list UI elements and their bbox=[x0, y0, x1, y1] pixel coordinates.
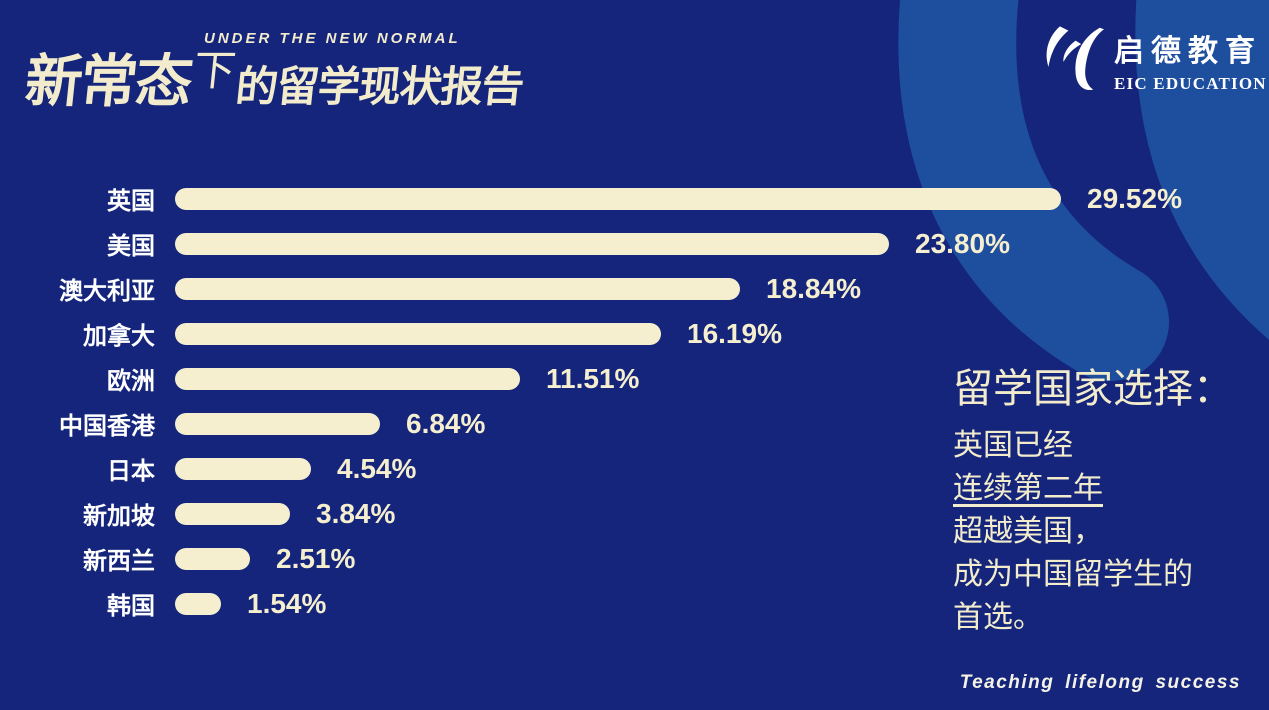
value-label: 6.84% bbox=[406, 407, 486, 439]
bar bbox=[175, 277, 740, 300]
annotation-line: 连续第二年 bbox=[953, 472, 1103, 505]
value-label: 18.84% bbox=[766, 272, 861, 304]
report-subtitle-en: UNDER THE NEW NORMAL bbox=[204, 30, 461, 47]
value-label: 1.54% bbox=[247, 587, 327, 619]
bar-chart: 英国 29.52% 美国 23.80% 澳大利亚 18.84% 加拿大 16.19% 欧洲 11.… bbox=[40, 176, 1182, 626]
value-label: 29.52% bbox=[1087, 182, 1182, 214]
annotation-line: 超越美国， bbox=[953, 515, 1103, 548]
value-label: 16.19% bbox=[687, 317, 782, 349]
category-label: 日本 bbox=[107, 458, 155, 485]
category-label: 欧洲 bbox=[107, 368, 155, 395]
bar bbox=[175, 502, 290, 525]
annotation-line: 首选。 bbox=[953, 601, 1043, 634]
bar bbox=[175, 547, 250, 570]
bar bbox=[175, 232, 889, 255]
bar bbox=[175, 412, 380, 435]
value-label: 23.80% bbox=[915, 227, 1010, 259]
report-title-part2: 下 bbox=[191, 47, 239, 94]
report-title-part3: 的留学现状报告 bbox=[233, 63, 526, 110]
category-label: 澳大利亚 bbox=[59, 278, 155, 305]
chart-row: 新加坡 3.84% bbox=[40, 491, 1182, 536]
chart-row: 加拿大 16.19% bbox=[40, 311, 1182, 356]
category-label: 中国香港 bbox=[59, 413, 155, 440]
category-label: 英国 bbox=[107, 188, 155, 215]
brand-tagline: Teaching lifelong success bbox=[959, 672, 1241, 693]
bar bbox=[175, 367, 520, 390]
brand-name-cn: 启德教育 bbox=[1114, 35, 1262, 68]
category-label: 新加坡 bbox=[83, 503, 155, 530]
bar bbox=[175, 457, 311, 480]
annotation-block: 留学国家选择： 英国已经连续第二年超越美国， 成为中国留学生的 首选。 bbox=[953, 366, 1263, 639]
annotation-lines: 英国已经连续第二年超越美国， 成为中国留学生的 首选。 bbox=[953, 424, 1263, 639]
value-label: 4.54% bbox=[337, 452, 417, 484]
brand-logo: 启德教育 EIC EDUCATION bbox=[1040, 18, 1267, 98]
value-label: 2.51% bbox=[276, 542, 356, 574]
chart-row: 韩国 1.54% bbox=[40, 581, 1182, 626]
annotation-line: 英国已经 bbox=[953, 429, 1073, 462]
brand-text: 启德教育 EIC EDUCATION bbox=[1114, 26, 1267, 98]
category-label: 加拿大 bbox=[83, 323, 155, 350]
category-label: 韩国 bbox=[107, 593, 155, 620]
category-label: 美国 bbox=[107, 233, 155, 260]
chart-row: 英国 29.52% bbox=[40, 176, 1182, 221]
annotation-heading: 留学国家选择： bbox=[953, 367, 1233, 411]
chart-row: 中国香港 6.84% bbox=[40, 401, 1182, 446]
bar bbox=[175, 592, 221, 615]
value-label: 3.84% bbox=[316, 497, 396, 529]
bar bbox=[175, 187, 1061, 210]
annotation-line: 成为中国留学生的 bbox=[953, 558, 1193, 591]
report-title-cn: 新常态 下 的留学现状报告 bbox=[22, 36, 529, 118]
value-label: 11.51% bbox=[546, 362, 640, 394]
category-label: 新西兰 bbox=[83, 548, 155, 575]
brand-name-en: EIC EDUCATION bbox=[1114, 74, 1267, 93]
chart-row: 新西兰 2.51% bbox=[40, 536, 1182, 581]
chart-row: 美国 23.80% bbox=[40, 221, 1182, 266]
eic-logo-icon bbox=[1046, 26, 1104, 91]
chart-row: 欧洲 11.51% bbox=[40, 356, 1182, 401]
chart-row: 日本 4.54% bbox=[40, 446, 1182, 491]
report-title-part1: 新常态 bbox=[22, 50, 194, 114]
bar bbox=[175, 322, 661, 345]
chart-row: 澳大利亚 18.84% bbox=[40, 266, 1182, 311]
